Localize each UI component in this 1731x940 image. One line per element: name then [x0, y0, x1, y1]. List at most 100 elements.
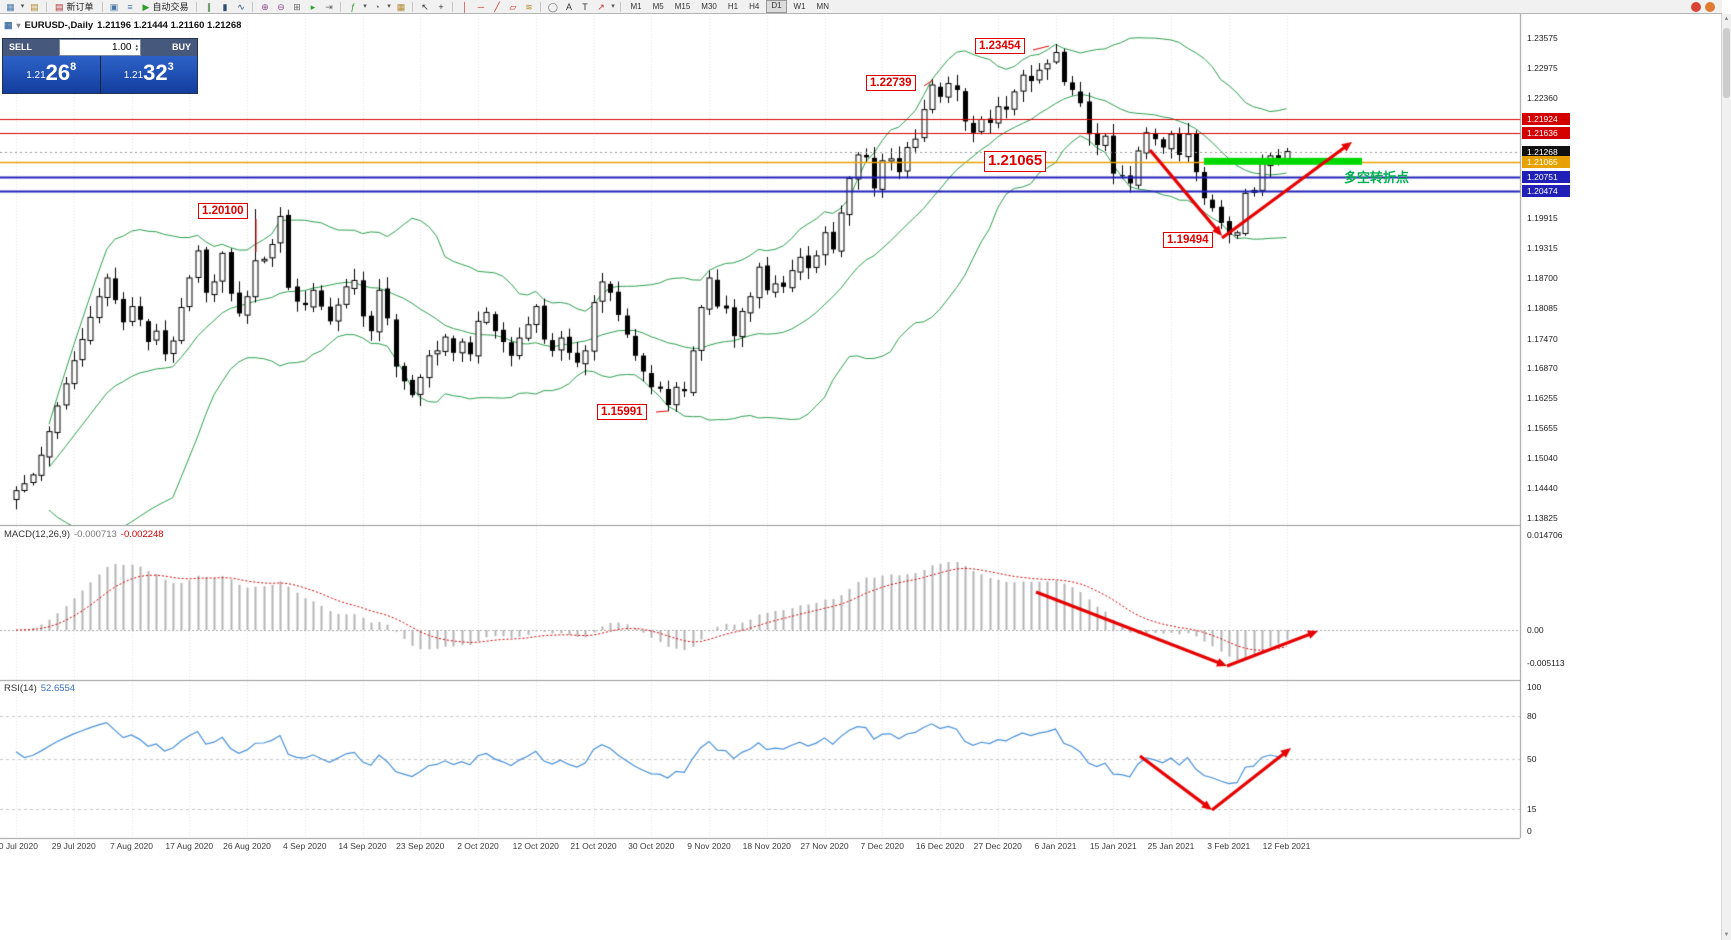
- price-scale-tick: 1.22975: [1527, 62, 1558, 73]
- market-watch-icon[interactable]: ≡: [127, 1, 133, 12]
- price-scale-tick: 1.23575: [1527, 33, 1558, 43]
- ellipse-icon[interactable]: ◯: [547, 1, 558, 12]
- auto-trading-button[interactable]: ▶ 自动交易: [139, 1, 193, 13]
- tile-windows-icon[interactable]: ⊞: [293, 1, 301, 12]
- fibonacci-icon[interactable]: ≋: [525, 1, 533, 12]
- turning-point-note[interactable]: 多空转折点: [1344, 170, 1410, 185]
- price-scale-tick: 1.19315: [1527, 242, 1558, 253]
- price-chart-canvas[interactable]: [0, 14, 1722, 855]
- ask-price-big: 32: [143, 60, 168, 85]
- timeframe-H4[interactable]: H4: [749, 2, 760, 11]
- timeframe-W1[interactable]: W1: [793, 2, 806, 11]
- toolbar-separator: [46, 1, 47, 12]
- volume-input[interactable]: [60, 42, 134, 53]
- rsi-label: RSI(14) 52.6554: [4, 683, 75, 694]
- price-scale-tick: 1.18085: [1527, 303, 1558, 314]
- price-level-label: 1.20751: [1522, 171, 1570, 184]
- timeframe-M30[interactable]: M30: [701, 2, 717, 11]
- toolbar-separator: [252, 1, 254, 12]
- ask-price-prefix: 1.21: [123, 70, 144, 81]
- auto-scroll-icon[interactable]: ▸: [310, 1, 316, 12]
- templates-icon[interactable]: ▦: [396, 1, 406, 12]
- date-label: 18 Nov 2020: [742, 841, 791, 851]
- price-annotation[interactable]: 1.21065: [984, 151, 1047, 172]
- price-annotation[interactable]: 1.20100: [198, 203, 248, 220]
- channel-icon[interactable]: ▱: [509, 1, 517, 12]
- new-order-button-label: 新订单: [66, 1, 94, 12]
- trendline-icon[interactable]: ╱: [494, 1, 500, 12]
- timeframe-H1[interactable]: H1: [727, 2, 739, 11]
- macd-signal-value: -0.002248: [120, 529, 164, 540]
- cursor-icon[interactable]: ↖: [421, 1, 429, 12]
- periods-icon[interactable]: ◔: [374, 1, 380, 12]
- timeframe-MN[interactable]: MN: [816, 2, 829, 11]
- text-label-icon[interactable]: T: [582, 1, 588, 12]
- price-level-label: 1.21065: [1522, 155, 1570, 168]
- timeframe-M1[interactable]: M1: [630, 2, 642, 11]
- price-annotation[interactable]: 1.22739: [866, 75, 916, 92]
- price-scale-tick: 1.17470: [1527, 333, 1558, 344]
- profiles-icon[interactable]: ▤: [30, 1, 39, 12]
- rsi-name: RSI(14): [4, 683, 37, 694]
- vertical-scrollbar[interactable]: ▲ ▼: [1721, 14, 1731, 940]
- price-scale-tick: 1.19915: [1527, 213, 1558, 224]
- buy-price-button[interactable]: 1.21 32 3: [100, 56, 197, 93]
- chart-window-icon[interactable]: ▣: [109, 1, 119, 12]
- indicators-icon[interactable]: ƒ: [350, 1, 356, 12]
- chart-shift-icon[interactable]: ⇥: [325, 1, 333, 12]
- volume-up-icon[interactable]: ▴: [135, 42, 138, 49]
- new-order-button-icon: ▤: [55, 1, 64, 12]
- auto-trading-button-icon: ▶: [142, 1, 150, 12]
- date-label: 27 Dec 2020: [973, 841, 1022, 851]
- line-chart-icon[interactable]: ∿: [237, 1, 245, 12]
- date-label: 21 Oct 2020: [570, 841, 617, 851]
- buy-button[interactable]: BUY: [141, 39, 197, 56]
- arrow-object-icon[interactable]: ↗: [597, 1, 605, 12]
- timeframe-D1[interactable]: D1: [766, 0, 787, 13]
- macd-name: MACD(12,26,9): [4, 529, 70, 540]
- price-annotation[interactable]: 1.19494: [1163, 232, 1213, 249]
- sell-button[interactable]: SELL: [3, 39, 59, 56]
- rsi-value: 52.6554: [40, 683, 76, 694]
- timeframe-M5[interactable]: M5: [652, 2, 664, 11]
- indicators-caret[interactable]: ▾: [363, 2, 367, 10]
- new-order-button[interactable]: ▤ 新订单: [51, 1, 98, 13]
- price-annotation[interactable]: 1.23454: [975, 38, 1025, 55]
- periods-caret[interactable]: ▾: [387, 2, 391, 10]
- timeframe-M15[interactable]: M15: [674, 2, 691, 11]
- horizontal-line-icon[interactable]: ─: [477, 1, 485, 12]
- chart-symbol-period: EURUSD-,Daily: [24, 20, 94, 31]
- date-label: 20 Jul 2020: [0, 841, 38, 851]
- date-label: 12 Oct 2020: [512, 841, 559, 851]
- candlestick-icon[interactable]: ▮: [222, 1, 228, 12]
- scrollbar-up-icon[interactable]: ▲: [1723, 16, 1730, 22]
- toolbar-separator: [452, 1, 454, 12]
- date-label: 23 Sep 2020: [396, 841, 445, 851]
- chart-ohlc-values: 1.21196 1.21444 1.21160 1.21268: [97, 20, 242, 31]
- volume-stepper[interactable]: ▴ ▾: [133, 42, 140, 53]
- zoom-in-icon[interactable]: ⊕: [261, 1, 269, 12]
- price-annotation[interactable]: 1.15991: [597, 404, 647, 421]
- text-icon[interactable]: A: [565, 1, 572, 12]
- scrollbar-thumb[interactable]: [1723, 28, 1730, 98]
- time-axis[interactable]: 20 Jul 2020 29 Jul 2020 7 Aug 2020 17 Aug 2…: [0, 838, 1722, 855]
- sell-price-button[interactable]: 1.21 26 8: [3, 56, 100, 93]
- plugin-icon-orange[interactable]: [1705, 1, 1715, 12]
- volume-down-icon[interactable]: ▾: [135, 46, 138, 53]
- chart-mini-icon: ▦: [4, 20, 13, 30]
- vertical-line-icon[interactable]: │: [462, 1, 468, 12]
- arrow-object-caret[interactable]: ▾: [611, 2, 615, 10]
- price-scale-tick: 1.13825: [1527, 512, 1558, 523]
- scrollbar-down-icon[interactable]: ▼: [1723, 932, 1730, 938]
- zoom-out-icon[interactable]: ⊖: [277, 1, 285, 12]
- date-label: 3 Feb 2021: [1207, 841, 1251, 851]
- bid-price-big: 26: [45, 60, 71, 85]
- price-scale-tick: 1.16255: [1527, 393, 1558, 404]
- ohlc-bars-icon[interactable]: ∥: [206, 1, 212, 12]
- crosshair-icon[interactable]: +: [438, 1, 444, 12]
- bid-price-prefix: 1.21: [26, 70, 46, 81]
- new-chart-icon[interactable]: ▦: [6, 1, 15, 12]
- auto-trading-button-label: 自动交易: [152, 1, 189, 12]
- plugin-icon-red[interactable]: [1691, 1, 1701, 12]
- new-chart-caret[interactable]: ▾: [20, 2, 25, 10]
